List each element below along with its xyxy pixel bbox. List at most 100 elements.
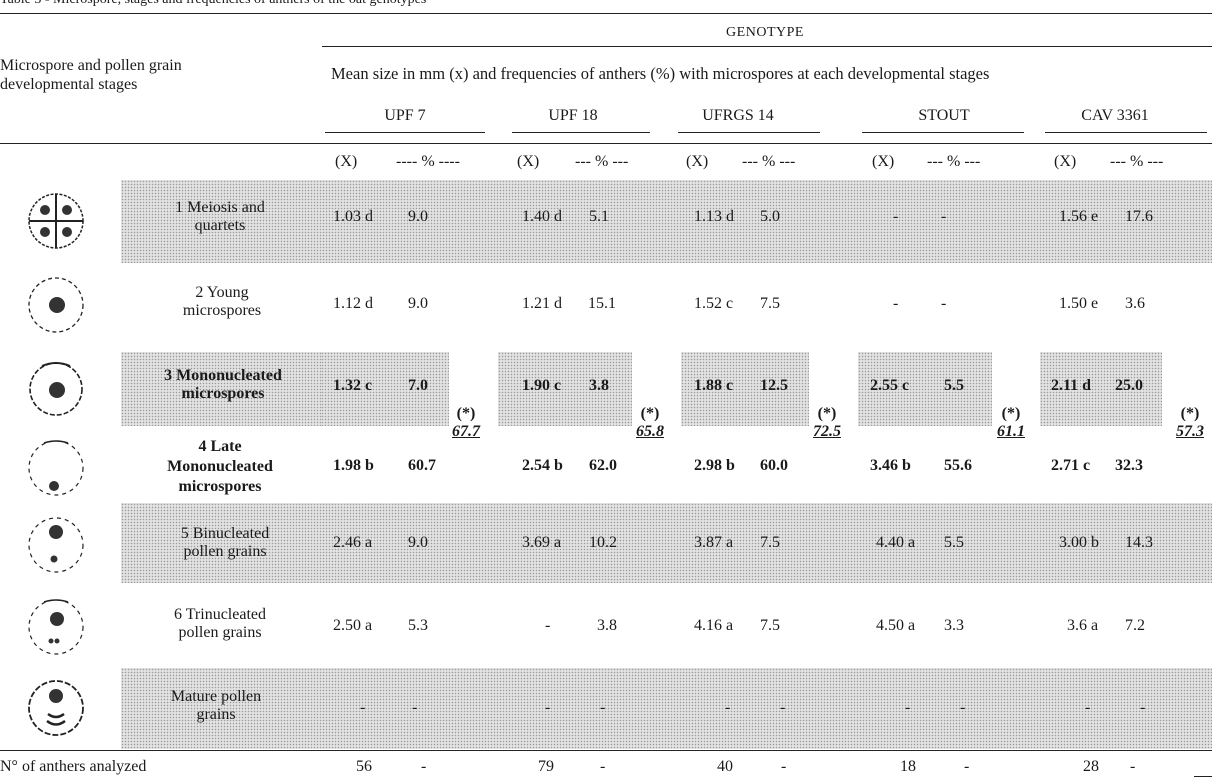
- r2-upf7-pct: 9.0: [408, 295, 428, 312]
- footer-ufrgs14-count: 40: [717, 758, 733, 775]
- x-label-5: (X): [1054, 153, 1077, 170]
- r4-stout-size: 3.46 b: [870, 457, 911, 474]
- r7-upf7-pct: -: [412, 699, 418, 716]
- r3-upf7-pct: 7.0: [408, 377, 428, 394]
- r3-upf7-size: 1.32 c: [333, 377, 373, 394]
- genotype-underline-4: [862, 132, 1024, 133]
- mature-pollen-icon: [28, 680, 84, 736]
- row-head-line1: Microspore and pollen grain: [0, 57, 182, 74]
- pct-label-1: ---- % ----: [396, 153, 460, 170]
- r2-upf18-size: 1.21 d: [522, 295, 562, 312]
- r4-upf18-pct: 62.0: [589, 457, 617, 474]
- r6-cav-pct: 7.2: [1125, 617, 1145, 634]
- r2-cav-size: 1.50 e: [1059, 295, 1099, 312]
- r1-upf7-pct: 9.0: [408, 208, 428, 225]
- footer-stout-dash: -: [964, 758, 970, 775]
- r4-upf18-size: 2.54 b: [522, 457, 563, 474]
- combined-upf18: (*) 65.8: [636, 405, 664, 440]
- r6-upf7-size: 2.50 a: [333, 617, 373, 634]
- x-label-1: (X): [335, 153, 358, 170]
- footer-rule: [0, 750, 1212, 751]
- r7-upf18-size: -: [545, 699, 551, 716]
- r3-ufrgs14-size: 1.88 c: [694, 377, 734, 394]
- r2-stout-size: -: [893, 295, 899, 312]
- footer-ufrgs14-dash: -: [781, 758, 787, 775]
- footer-upf7-dash: -: [421, 758, 427, 775]
- r1-stout-pct: -: [941, 208, 947, 225]
- r3-ufrgs14-pct: 12.5: [760, 377, 788, 394]
- r2-ufrgs14-pct: 7.5: [760, 295, 780, 312]
- r7-cav-pct: -: [1140, 699, 1146, 716]
- r3-stout-pct: 5.5: [944, 377, 964, 394]
- r7-ufrgs14-pct: -: [780, 699, 786, 716]
- r6-upf7-pct: 5.3: [408, 617, 428, 634]
- shade-row1: [121, 180, 1212, 263]
- stage-label-4: 4 Late Mononucleated microspores: [167, 438, 273, 495]
- young-microspore-icon: [28, 277, 84, 333]
- shade-row3-c3: [681, 352, 809, 426]
- genotype-cav3361: CAV 3361: [1081, 107, 1149, 124]
- shade-row3-c2: [498, 352, 632, 426]
- r5-upf7-pct: 9.0: [408, 534, 428, 551]
- r3-cav-pct: 25.0: [1115, 377, 1143, 394]
- stage-label-7: Mature pollen grains: [170, 688, 262, 723]
- r1-cav-size: 1.56 e: [1059, 208, 1099, 225]
- genotype-underline-5: [1045, 132, 1207, 133]
- stage-label-2: 2 Young microspores: [182, 284, 262, 319]
- shade-row3-c1: [321, 352, 449, 426]
- footer-stout-count: 18: [900, 758, 916, 775]
- combined-upf7: (*) 67.7: [452, 405, 480, 440]
- table-subtitle: Mean size in mm (x) and frequencies of a…: [331, 64, 990, 83]
- r5-ufrgs14-pct: 7.5: [760, 534, 780, 551]
- pct-label-2: --- % ---: [575, 153, 629, 170]
- r2-ufrgs14-size: 1.52 c: [694, 295, 734, 312]
- footer-upf7-count: 56: [356, 758, 372, 775]
- r7-upf18-pct: -: [600, 699, 606, 716]
- header-rule: [0, 143, 1212, 144]
- r1-cav-pct: 17.6: [1125, 208, 1153, 225]
- r1-stout-size: -: [893, 208, 899, 225]
- r1-upf18-pct: 5.1: [589, 208, 609, 225]
- trinucleated-pollen-icon: [28, 599, 84, 655]
- genotype-heading: GENOTYPE: [726, 25, 804, 40]
- stage-label-3: 3 Mononucleated microspores: [164, 367, 282, 402]
- r4-ufrgs14-pct: 60.0: [760, 457, 788, 474]
- r4-ufrgs14-size: 2.98 b: [694, 457, 735, 474]
- r5-upf18-size: 3.69 a: [522, 534, 562, 551]
- r1-upf7-size: 1.03 d: [333, 208, 373, 225]
- r6-upf18-size: -: [545, 617, 551, 634]
- r3-cav-size: 2.11 d: [1051, 377, 1092, 394]
- r7-upf7-size: -: [360, 699, 366, 716]
- mononucleated-microspore-icon: [29, 362, 83, 416]
- r5-upf18-pct: 10.2: [589, 534, 617, 551]
- r5-upf7-size: 2.46 a: [333, 534, 373, 551]
- genotype-underline-1: [325, 132, 485, 133]
- x-label-3: (X): [686, 153, 709, 170]
- r6-stout-size: 4.50 a: [876, 617, 916, 634]
- pct-label-5: --- % ---: [1110, 153, 1164, 170]
- shade-row3-label: [121, 352, 321, 426]
- stage-label-6: 6 Trinucleated pollen grains: [174, 606, 266, 641]
- r6-cav-size: 3.6 a: [1067, 617, 1099, 634]
- r2-upf7-size: 1.12 d: [333, 295, 373, 312]
- r2-upf18-pct: 15.1: [588, 295, 616, 312]
- late-mononucleated-icon: [28, 440, 84, 496]
- stage-label-5: 5 Binucleated pollen grains: [180, 525, 270, 560]
- r3-upf18-pct: 3.8: [589, 377, 609, 394]
- shade-row7: [121, 668, 1212, 749]
- r4-cav-pct: 32.3: [1115, 457, 1143, 474]
- combined-ufrgs14: (*) 72.5: [813, 405, 841, 440]
- x-label-2: (X): [517, 153, 540, 170]
- shade-row3-c4: [858, 352, 992, 426]
- r6-upf18-pct: 3.8: [597, 617, 617, 634]
- genotype-upf7: UPF 7: [384, 107, 426, 124]
- r4-cav-size: 2.71 c: [1051, 457, 1091, 474]
- r7-ufrgs14-size: -: [725, 699, 731, 716]
- r1-upf18-size: 1.40 d: [522, 208, 562, 225]
- r5-ufrgs14-size: 3.87 a: [694, 534, 734, 551]
- footer-cav-count: 28: [1083, 758, 1099, 775]
- r5-stout-pct: 5.5: [944, 534, 964, 551]
- r6-ufrgs14-pct: 7.5: [760, 617, 780, 634]
- r6-ufrgs14-size: 4.16 a: [694, 617, 734, 634]
- shade-row5: [121, 503, 1212, 583]
